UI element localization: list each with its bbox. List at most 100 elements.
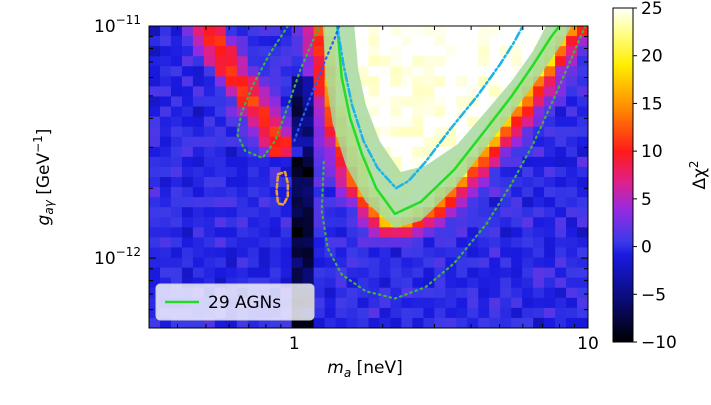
heatmap-cell [357,86,370,98]
heatmap-cell [379,287,392,299]
heatmap-cell [357,317,370,328]
heatmap-cell [181,66,194,77]
heatmap-cell [555,307,567,319]
heatmap-cell [533,287,545,299]
heatmap-cell [181,227,194,238]
heatmap-cell [247,56,260,67]
heatmap-cell [214,66,227,77]
heatmap-cell [423,46,435,57]
heatmap-cell [192,36,205,47]
heatmap-cell [225,116,238,128]
heatmap-cell [544,297,556,309]
heatmap-cell [357,277,370,289]
heatmap-cell [280,46,293,57]
heatmap-cell [203,187,216,198]
heatmap-cell [149,297,161,309]
heatmap-cell [335,166,348,178]
heatmap-cell [445,267,457,279]
heatmap-cell [170,26,183,37]
heatmap-cell [291,126,304,138]
heatmap-cell [445,307,457,319]
heatmap-cell [258,166,271,178]
heatmap-cell [566,26,578,37]
heatmap-cell [192,46,205,57]
heatmap-cell [401,96,413,108]
heatmap-cell [478,177,490,188]
heatmap-cell [577,146,588,158]
heatmap-cell [555,217,567,228]
heatmap-cell [291,26,304,37]
heatmap-cell [456,66,468,77]
heatmap-cell [434,46,446,57]
colorbar-label: Δχ2 [687,160,710,189]
heatmap-cell [467,66,479,77]
heatmap-cell [170,227,183,238]
heatmap-cell [324,297,337,309]
heatmap-cell [192,166,205,178]
heatmap-cell [566,106,578,118]
heatmap-cell [192,177,205,188]
heatmap-cell [324,197,337,208]
heatmap-cell [489,146,501,158]
heatmap-cell [258,177,271,188]
heatmap-cell [401,36,413,47]
heatmap-cell [357,66,370,77]
heatmap-cell [247,177,260,188]
heatmap-cell [159,116,172,128]
heatmap-cell [280,277,293,289]
heatmap-cell [203,257,216,269]
heatmap-cell [467,267,479,279]
heatmap-cell [313,257,326,269]
heatmap-cell [500,257,512,269]
heatmap-cell [258,96,271,108]
heatmap-cell [258,56,271,67]
heatmap-cell [291,166,304,178]
heatmap-cell [566,126,578,138]
heatmap-cell [445,247,457,259]
heatmap-cell [236,136,249,148]
heatmap-cell [555,177,567,188]
heatmap-cell [225,156,238,168]
heatmap-cell [500,217,512,228]
heatmap-cell [511,277,523,289]
heatmap-cell [456,177,468,188]
heatmap-cell [566,247,578,259]
heatmap-cell [511,307,523,319]
heatmap-cell [203,267,216,279]
heatmap-cell [313,277,326,289]
heatmap-cell [412,66,424,77]
heatmap-cell [423,96,435,108]
heatmap-cell [192,247,205,259]
heatmap-cell [225,146,238,158]
legend: 29 AGNs [155,283,315,321]
heatmap-cell [269,227,282,238]
heatmap-cell [489,177,501,188]
heatmap-cell [379,36,392,47]
heatmap-cell [467,76,479,87]
heatmap-cell [302,146,315,158]
heatmap-cell [412,156,424,168]
heatmap-cell [291,267,304,279]
heatmap-cell [456,106,468,118]
heatmap-cell [170,126,183,138]
heatmap-cell [412,116,424,128]
heatmap-cell [269,197,282,208]
heatmap-cell [269,177,282,188]
heatmap-cell [335,177,348,188]
heatmap-cell [225,197,238,208]
heatmap-cell [555,207,567,218]
heatmap-cell [291,197,304,208]
heatmap-cell [412,36,424,47]
heatmap-cell [566,96,578,108]
heatmap-cell [302,26,315,37]
heatmap-cell [434,307,446,319]
heatmap-cell [203,247,216,259]
heatmap-cell [302,136,315,148]
heatmap-cell [324,106,337,118]
heatmap-cell [269,237,282,249]
heatmap-cell [412,227,424,238]
heatmap-cell [401,66,413,77]
heatmap-cell [192,146,205,158]
heatmap-cell [280,156,293,168]
heatmap-cell [412,46,424,57]
